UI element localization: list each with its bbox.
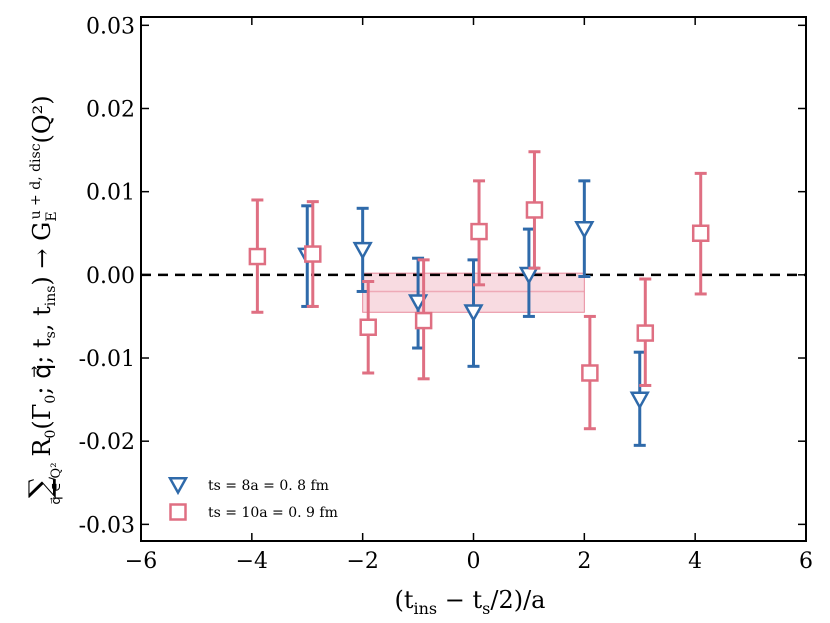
x-tick-label: −6 xyxy=(125,549,157,574)
y-tick-label: 0.01 xyxy=(86,181,135,206)
x-tick-label: 2 xyxy=(577,549,591,574)
x-axis-title: (tins − ts/2)/a xyxy=(394,586,545,618)
y-tick-label: -0.01 xyxy=(79,347,135,372)
y-tick-label: 0.00 xyxy=(86,264,135,289)
svg-text:∑q⃗ ∈ Q²R0(Γ0; q⃗; ts, tins) →: ∑q⃗ ∈ Q²R0(Γ0; q⃗; ts, tins) → GEu + d, … xyxy=(23,95,64,504)
data-point xyxy=(407,256,429,350)
series-2 xyxy=(248,150,710,431)
triangle-marker xyxy=(574,221,595,240)
triangle-marker xyxy=(629,391,650,410)
data-point xyxy=(629,350,650,447)
data-point xyxy=(463,258,484,368)
data-point xyxy=(581,314,599,431)
data-point xyxy=(359,279,377,375)
square-marker xyxy=(414,311,433,330)
ticks-layer: −6 −4 −2 0 2 4 6 0.03 0.02 0.01 0.00 -0.01 -0.02 -0.0… xyxy=(79,14,813,574)
legend-entry: ts = 8a = 0. 8 fm xyxy=(167,476,329,496)
square-marker xyxy=(359,318,377,336)
series-layer xyxy=(248,150,710,447)
legend-label: ts = 8a = 0. 8 fm xyxy=(208,478,329,494)
square-marker xyxy=(304,245,322,263)
square-marker xyxy=(248,247,267,266)
legend-entry: ts = 10a = 0. 9 fm xyxy=(169,503,338,521)
square-marker xyxy=(525,201,544,219)
square-marker xyxy=(691,224,710,243)
legend: ts = 8a = 0. 8 fm ts = 10a = 0. 9 fm xyxy=(167,476,338,521)
y-tick-label: 0.03 xyxy=(86,14,135,39)
data-point xyxy=(636,277,655,387)
triangle-marker xyxy=(352,241,373,261)
legend-label: ts = 10a = 0. 9 fm xyxy=(208,505,338,521)
data-point xyxy=(691,171,710,296)
data-point xyxy=(352,206,373,293)
square-marker xyxy=(470,222,488,241)
legend-triangle-marker xyxy=(167,476,189,496)
square-marker xyxy=(581,364,599,382)
x-tick-label: −2 xyxy=(346,549,378,574)
data-point xyxy=(304,200,322,308)
triangle-marker xyxy=(463,304,484,323)
y-tick-label: -0.03 xyxy=(79,513,135,538)
x-tick-label: 0 xyxy=(467,549,481,574)
y-axis-title: ∑q⃗ ∈ Q²R0(Γ0; q⃗; ts, tins) → GEu + d, … xyxy=(23,95,64,504)
x-tick-label: 4 xyxy=(688,549,702,574)
legend-square-marker xyxy=(169,503,187,521)
data-point xyxy=(574,179,595,279)
data-point xyxy=(248,198,267,314)
data-point xyxy=(470,179,488,287)
triangle-marker xyxy=(407,294,429,313)
data-point xyxy=(414,258,433,381)
y-tick-label: -0.02 xyxy=(79,430,135,455)
series-1 xyxy=(297,179,650,447)
square-marker xyxy=(636,324,655,342)
data-point xyxy=(525,150,544,270)
x-tick-label: −4 xyxy=(236,549,268,574)
y-tick-label: 0.02 xyxy=(86,97,135,122)
x-tick-label: 6 xyxy=(799,549,813,574)
